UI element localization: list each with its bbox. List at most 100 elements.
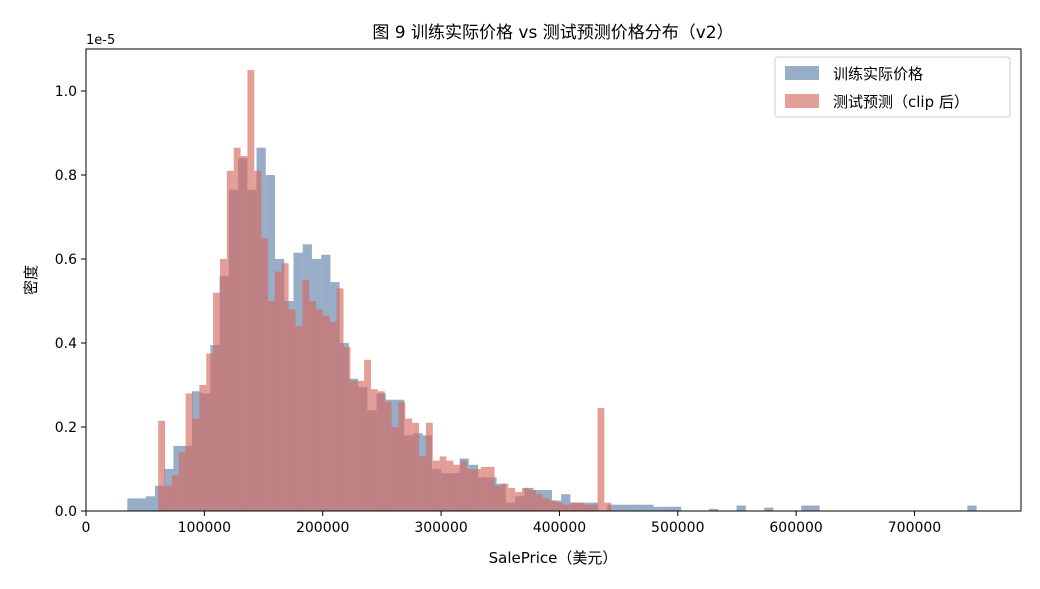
histogram-bar [371, 389, 378, 511]
histogram-bar [247, 70, 255, 511]
histogram-bar [810, 505, 820, 511]
histogram-bar [671, 506, 682, 511]
histogram-bar [597, 408, 605, 511]
y-axis-label: 密度 [22, 265, 40, 295]
histogram-bar [136, 498, 146, 511]
histogram-bar [322, 315, 330, 511]
histogram-bar [556, 502, 564, 511]
histogram-bar [590, 504, 598, 511]
histogram-bar [515, 492, 523, 511]
histogram-bar [644, 504, 654, 511]
histogram-bar [563, 504, 571, 511]
histogram-bar [350, 380, 358, 511]
legend-label-test: 测试预测（clip 后） [833, 93, 969, 111]
y-tick-label: 0.2 [55, 420, 77, 436]
histogram-bar [213, 292, 220, 511]
histogram-bar [412, 422, 420, 511]
histogram-bar [425, 422, 433, 511]
histogram-bar [158, 420, 166, 511]
plot-frame [85, 48, 1022, 512]
histogram-bar [549, 500, 557, 511]
histogram-bar [384, 401, 392, 511]
x-axis-label: SalePrice（美元） [489, 549, 618, 567]
y-tick-label: 0.4 [55, 336, 77, 352]
histogram-bar [185, 393, 193, 511]
histogram-bar [377, 391, 385, 511]
histogram-bar [261, 238, 269, 511]
legend-swatch-test [785, 94, 819, 108]
histogram-bar [233, 147, 241, 511]
x-tick-label: 200000 [296, 520, 349, 536]
legend-label-train: 训练实际价格 [833, 65, 923, 83]
histogram-bar [254, 170, 262, 512]
histogram-bar [662, 506, 672, 511]
histogram-bar [219, 259, 227, 511]
histogram-bar [165, 485, 172, 511]
x-tick-label: 600000 [769, 520, 822, 536]
histogram-bar [288, 309, 296, 511]
histogram-bar [561, 494, 571, 511]
y-tick-label: 0.8 [55, 168, 77, 184]
histogram-bar [439, 456, 447, 511]
histogram-bar [535, 494, 543, 511]
x-tick-label: 100000 [178, 520, 231, 536]
histogram-bar [127, 498, 137, 511]
histogram-bar [405, 418, 413, 511]
histogram-bar [268, 301, 275, 511]
x-tick-label: 700000 [888, 520, 941, 536]
y-axis-offset-label: 1e-5 [86, 33, 115, 48]
histogram-bar [528, 490, 536, 511]
axes-layer: 0 100000 200000 300000 400000 500000 600000 700… [55, 84, 941, 536]
histogram-bar [295, 326, 303, 511]
histogram-bar [736, 505, 746, 511]
histogram-bar [240, 156, 248, 511]
histogram-bar [302, 280, 310, 511]
histogram-bar [316, 309, 323, 511]
histogram-bar [542, 498, 550, 511]
histogram-bar [364, 359, 371, 511]
histogram-bar [281, 263, 289, 511]
histogram-bar [309, 301, 317, 511]
histogram-bar [801, 505, 811, 511]
histogram-bar [460, 460, 468, 511]
x-tick-label: 500000 [651, 520, 704, 536]
histogram-bar [522, 487, 529, 511]
histogram-bar [604, 502, 612, 511]
histogram-bar [432, 460, 440, 511]
histogram-bar [206, 353, 214, 511]
histogram-bar [501, 483, 509, 511]
histogram-bar [764, 507, 774, 511]
histogram-bar [192, 418, 200, 511]
histogram-bar [576, 502, 584, 511]
histogram-bar [357, 380, 365, 511]
histogram-bar [329, 322, 337, 511]
histogram-bar [635, 504, 645, 511]
histogram-bar [473, 469, 481, 511]
series-1 [158, 70, 612, 512]
histogram-bar [178, 452, 186, 511]
histogram-bar [616, 504, 626, 511]
histogram-bar [171, 475, 179, 511]
histogram-bar [453, 464, 461, 511]
histogram-bar [336, 288, 344, 511]
legend-swatch-train [785, 66, 819, 80]
legend: 训练实际价格 测试预测（clip 后） [774, 56, 1011, 118]
histogram-bar [398, 401, 406, 511]
x-tick-label: 400000 [533, 520, 586, 536]
histogram-bar [391, 427, 399, 511]
y-tick-label: 1.0 [55, 84, 77, 100]
histogram-bar [708, 508, 719, 511]
y-tick-label: 0.0 [55, 504, 77, 520]
legend-box [774, 56, 1011, 118]
histogram-bar [967, 505, 977, 511]
histogram-bar [343, 347, 351, 511]
y-tick-label: 0.6 [55, 252, 77, 268]
histogram-bar [226, 170, 234, 512]
histogram-bar [494, 485, 502, 511]
histogram-bar [145, 496, 155, 511]
histogram-bar [467, 469, 474, 511]
histogram-bar [419, 456, 426, 511]
histogram-bar [487, 466, 495, 511]
